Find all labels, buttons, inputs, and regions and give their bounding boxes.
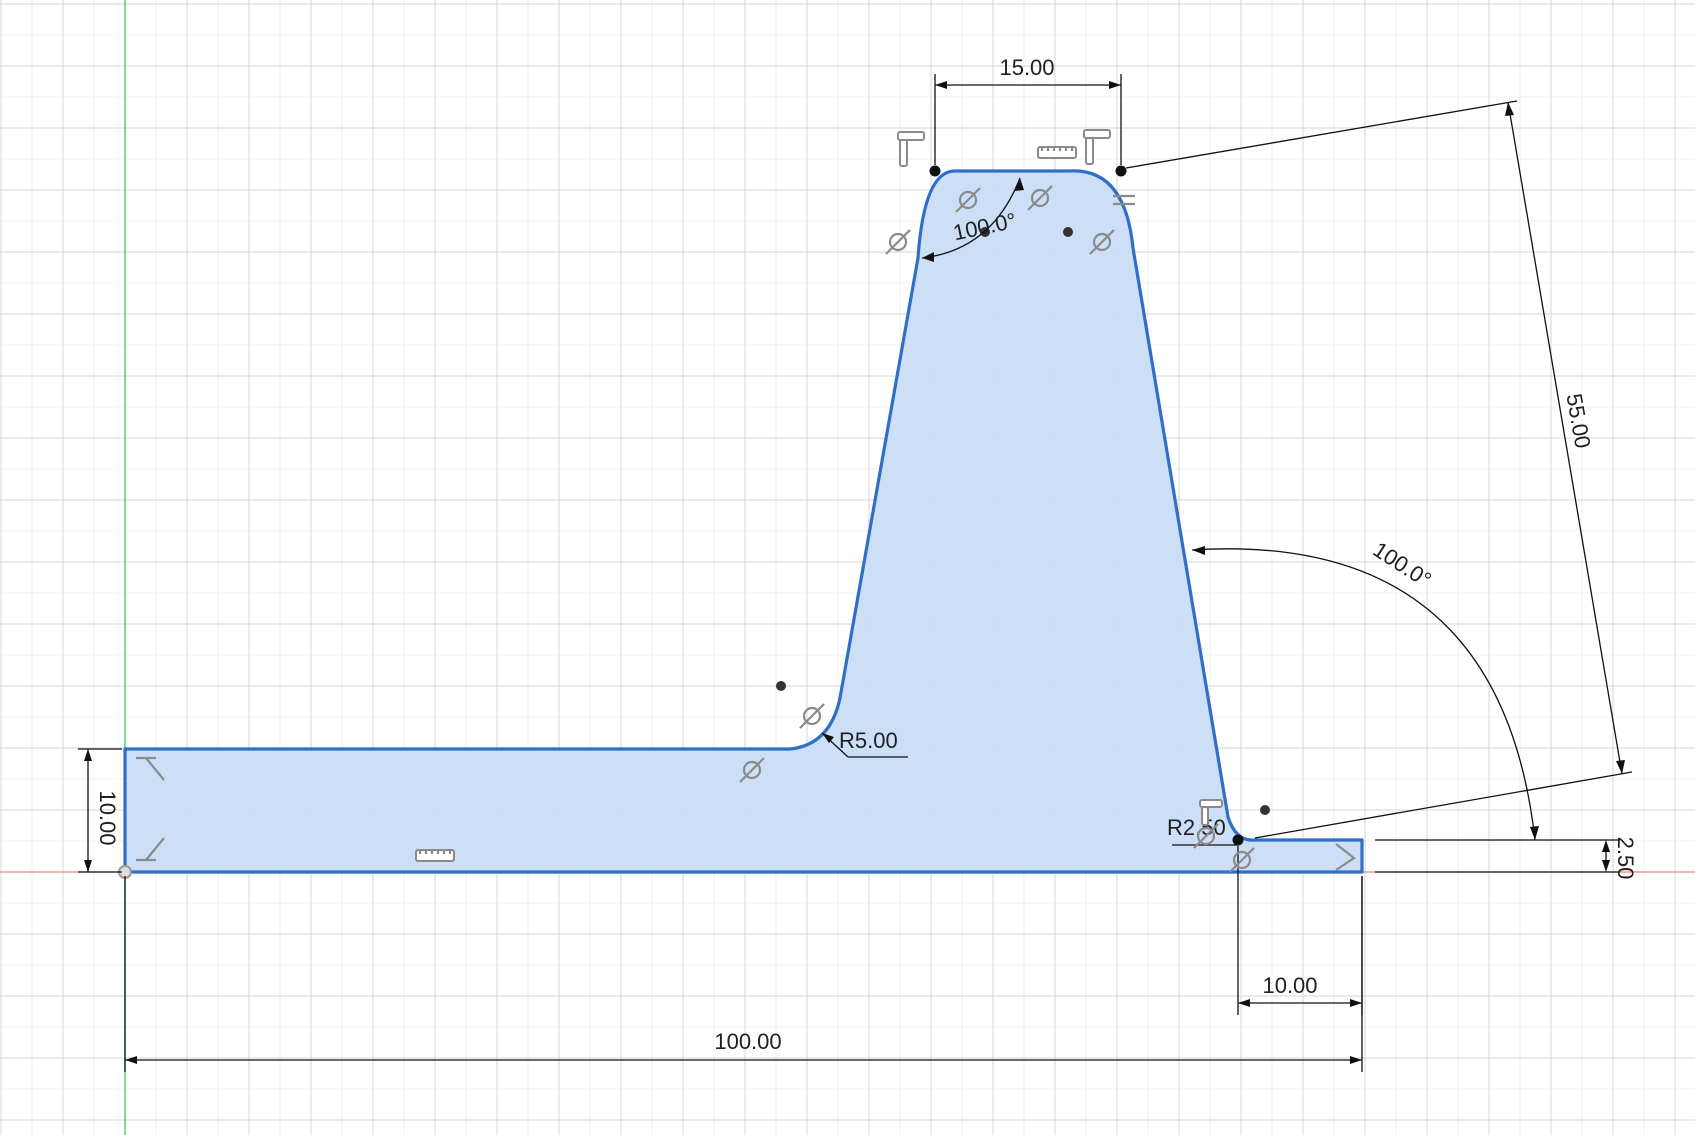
tangent-constraint-icon[interactable] bbox=[799, 703, 825, 729]
tangent-constraint-icon[interactable] bbox=[885, 229, 911, 255]
dimension-total-width[interactable]: 100.00 bbox=[124, 876, 1363, 1072]
dimension-label: 10.00 bbox=[95, 790, 120, 845]
dimension-label: 100.00 bbox=[714, 1029, 781, 1054]
horizontal-constraint-icon[interactable] bbox=[415, 849, 455, 862]
dimension-lip-width[interactable]: 10.00 bbox=[1237, 846, 1363, 1015]
parallel-constraint-icon[interactable] bbox=[1113, 194, 1135, 206]
dimension-label: 10.00 bbox=[1262, 973, 1317, 998]
dimension-label: 100.0° bbox=[1369, 537, 1436, 593]
perpendicular-constraint-icon[interactable] bbox=[136, 837, 165, 862]
dimension-top-width[interactable]: 15.00 bbox=[934, 55, 1122, 165]
sketch-profile[interactable] bbox=[123, 169, 1364, 874]
sketch-point[interactable] bbox=[1115, 165, 1127, 177]
dimension-label: 2.50 bbox=[1613, 837, 1638, 880]
tangent-constraint-icon[interactable] bbox=[1089, 229, 1115, 255]
dimension-fillet-left[interactable]: R5.00 bbox=[821, 728, 908, 758]
tangent-constraint-icon[interactable] bbox=[955, 187, 981, 213]
sketch-point[interactable] bbox=[1063, 227, 1073, 237]
dimension-label: R5.00 bbox=[839, 728, 898, 753]
fix-constraint-icon[interactable] bbox=[1199, 799, 1223, 826]
horizontal-constraint-icon[interactable] bbox=[1037, 146, 1077, 159]
dimension-label: 55.00 bbox=[1561, 392, 1595, 451]
fix-constraint-icon[interactable] bbox=[897, 131, 925, 167]
dimension-label: R2.50 bbox=[1167, 815, 1226, 840]
sketch-points[interactable] bbox=[118, 165, 1270, 879]
sketch-point[interactable] bbox=[1260, 805, 1270, 815]
tangent-constraint-icon[interactable] bbox=[1229, 847, 1255, 873]
dimension-base-thickness[interactable]: 10.00 bbox=[78, 748, 122, 873]
perpendicular-constraint-icon[interactable] bbox=[1335, 843, 1356, 871]
tangent-constraint-icon[interactable] bbox=[739, 757, 765, 783]
dimension-lip-height[interactable]: 2.50 bbox=[1375, 837, 1638, 880]
tangent-constraint-icon[interactable] bbox=[1027, 185, 1053, 211]
sketch-point[interactable] bbox=[776, 681, 786, 691]
perpendicular-constraint-icon[interactable] bbox=[136, 756, 165, 781]
dimension-label: 15.00 bbox=[999, 55, 1054, 80]
sketch-point[interactable] bbox=[1232, 834, 1244, 846]
sketch-point[interactable] bbox=[929, 165, 941, 177]
constraint-glyphs[interactable] bbox=[136, 129, 1356, 873]
fix-constraint-icon[interactable] bbox=[1083, 129, 1111, 165]
tangent-constraint-icon[interactable] bbox=[1193, 823, 1219, 849]
